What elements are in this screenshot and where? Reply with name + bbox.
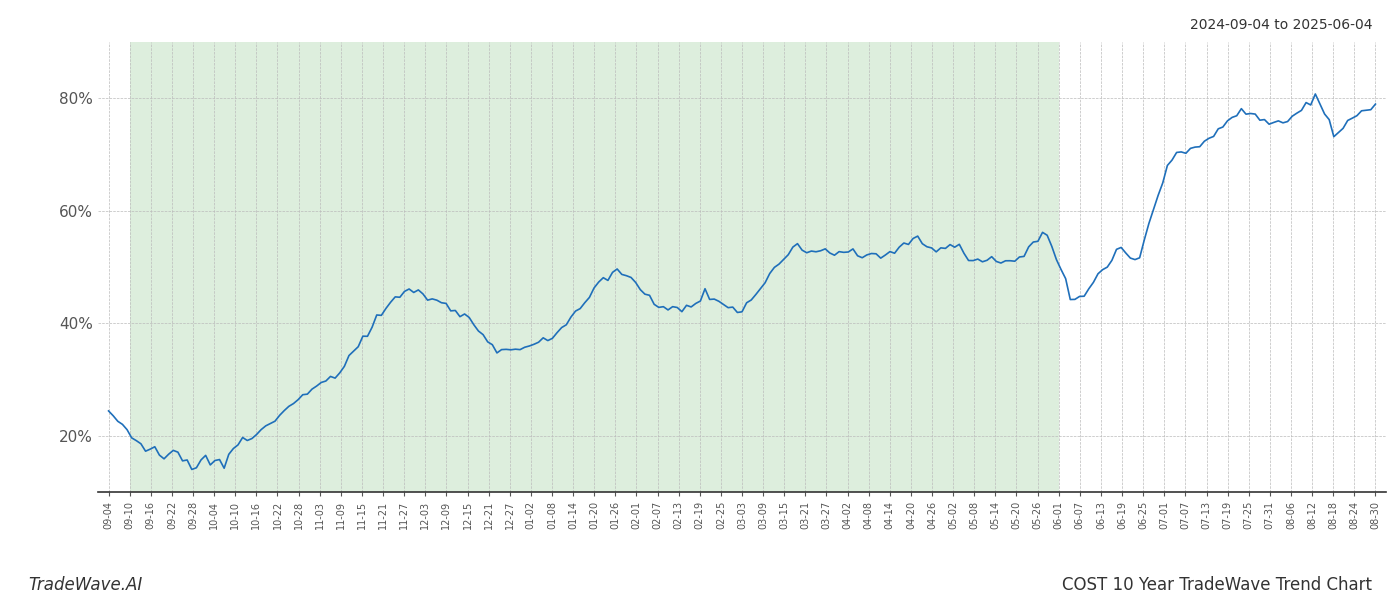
Bar — [130, 42, 1058, 492]
Text: 2024-09-04 to 2025-06-04: 2024-09-04 to 2025-06-04 — [1190, 18, 1372, 32]
Text: TradeWave.AI: TradeWave.AI — [28, 576, 143, 594]
Text: COST 10 Year TradeWave Trend Chart: COST 10 Year TradeWave Trend Chart — [1063, 576, 1372, 594]
